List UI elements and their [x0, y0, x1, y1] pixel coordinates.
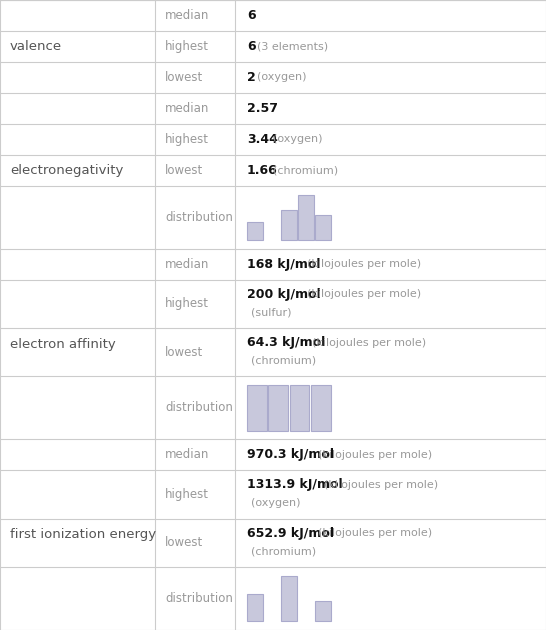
- Bar: [311, 386, 330, 430]
- Bar: [315, 215, 331, 240]
- Text: 168 kJ/mol: 168 kJ/mol: [247, 258, 321, 271]
- Text: first ionization energy: first ionization energy: [10, 528, 156, 541]
- Text: highest: highest: [165, 488, 209, 501]
- Text: 6: 6: [247, 40, 256, 53]
- Text: (sulfur): (sulfur): [251, 307, 292, 318]
- Text: (kilojoules per mole): (kilojoules per mole): [318, 450, 432, 460]
- Text: lowest: lowest: [165, 536, 203, 549]
- Bar: [268, 386, 288, 430]
- Text: 64.3 kJ/mol: 64.3 kJ/mol: [247, 336, 325, 349]
- Text: (chromium): (chromium): [251, 356, 316, 366]
- Bar: [247, 594, 263, 621]
- Bar: [289, 386, 309, 430]
- Text: distribution: distribution: [165, 211, 233, 224]
- Text: 2.57: 2.57: [247, 102, 278, 115]
- Text: (kilojoules per mole): (kilojoules per mole): [312, 338, 426, 348]
- Text: 200 kJ/mol: 200 kJ/mol: [247, 288, 321, 301]
- Text: valence: valence: [10, 40, 62, 53]
- Bar: [298, 195, 314, 240]
- Text: 652.9 kJ/mol: 652.9 kJ/mol: [247, 527, 334, 540]
- Text: median: median: [165, 102, 209, 115]
- Text: 6: 6: [247, 9, 256, 22]
- Text: (chromium): (chromium): [274, 165, 339, 175]
- Text: (oxygen): (oxygen): [257, 72, 306, 83]
- Text: median: median: [165, 9, 209, 22]
- Text: distribution: distribution: [165, 401, 233, 415]
- Text: (chromium): (chromium): [251, 547, 316, 557]
- Bar: [247, 386, 267, 430]
- Text: lowest: lowest: [165, 346, 203, 358]
- Text: 1313.9 kJ/mol: 1313.9 kJ/mol: [247, 478, 343, 491]
- Text: electronegativity: electronegativity: [10, 164, 123, 177]
- Text: 3.44: 3.44: [247, 133, 278, 146]
- Text: (oxygen): (oxygen): [274, 134, 323, 144]
- Text: lowest: lowest: [165, 71, 203, 84]
- Text: (kilojoules per mole): (kilojoules per mole): [324, 480, 438, 490]
- Text: (kilojoules per mole): (kilojoules per mole): [318, 528, 432, 538]
- Text: 2: 2: [247, 71, 256, 84]
- Bar: [281, 576, 297, 621]
- Bar: [315, 601, 331, 621]
- Text: 970.3 kJ/mol: 970.3 kJ/mol: [247, 449, 334, 461]
- Text: median: median: [165, 258, 209, 271]
- Bar: [247, 222, 263, 240]
- Text: (oxygen): (oxygen): [251, 498, 300, 508]
- Text: highest: highest: [165, 133, 209, 146]
- Text: lowest: lowest: [165, 164, 203, 177]
- Bar: [281, 210, 297, 240]
- Text: (3 elements): (3 elements): [257, 42, 328, 52]
- Text: 1.66: 1.66: [247, 164, 278, 177]
- Text: (kilojoules per mole): (kilojoules per mole): [307, 259, 421, 269]
- Text: electron affinity: electron affinity: [10, 338, 116, 350]
- Text: highest: highest: [165, 297, 209, 311]
- Text: highest: highest: [165, 40, 209, 53]
- Text: distribution: distribution: [165, 592, 233, 605]
- Text: (kilojoules per mole): (kilojoules per mole): [307, 289, 421, 299]
- Text: median: median: [165, 449, 209, 461]
